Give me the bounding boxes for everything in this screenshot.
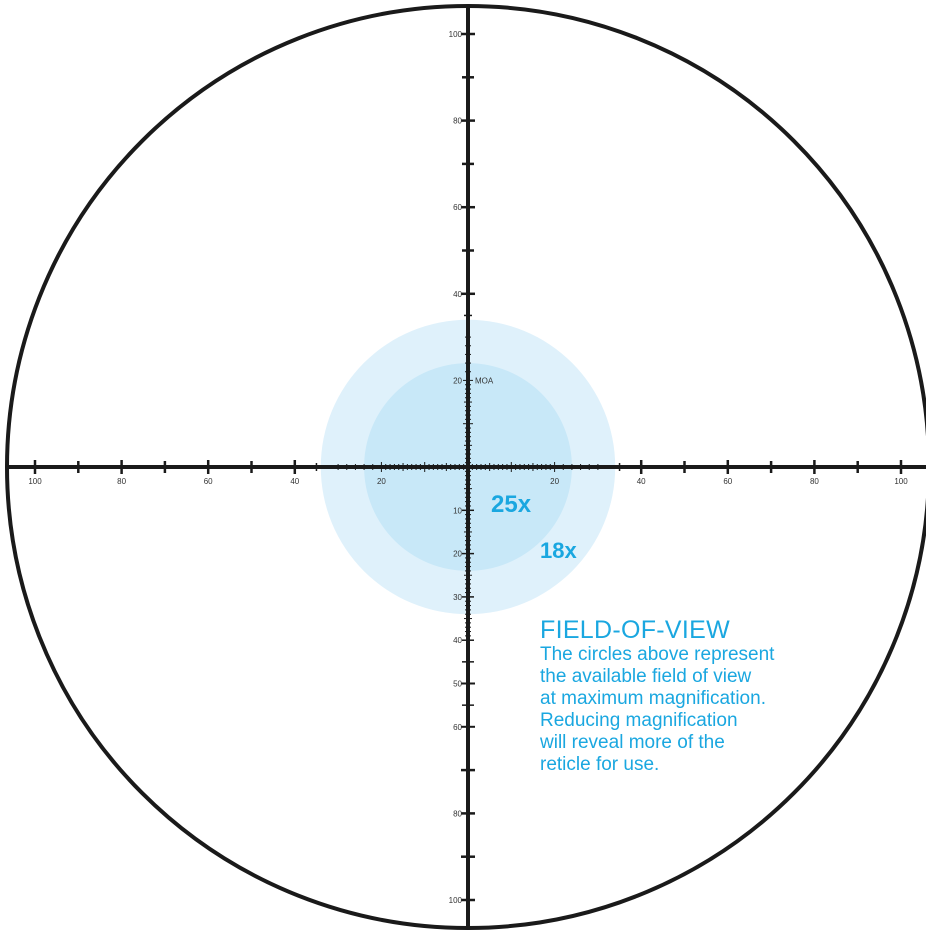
h-tick-label: 40 xyxy=(637,477,646,486)
field-of-view-note: FIELD-OF-VIEW The circles above represen… xyxy=(540,616,840,776)
h-tick-label: 60 xyxy=(204,477,213,486)
reticle-labels: 100 80 60 40 20 20 40 60 80 100 100 80 60 40 20 10 20 30 4… xyxy=(28,30,908,905)
h-tick-label: 60 xyxy=(723,477,732,486)
v-tick-label-lower: 50 xyxy=(453,680,462,689)
scope-ring xyxy=(5,4,926,930)
h-tick-label: 100 xyxy=(28,477,42,486)
v-tick-label-upper: 60 xyxy=(453,203,462,212)
v-tick-label-upper: 20 xyxy=(453,376,462,385)
v-tick-label-lower: 10 xyxy=(453,506,462,515)
h-tick-label: 80 xyxy=(810,477,819,486)
magnification-18x-label: 18x xyxy=(540,538,577,563)
h-tick-label: 20 xyxy=(377,477,386,486)
v-tick-label-lower: 40 xyxy=(453,636,462,645)
field-of-view-title: FIELD-OF-VIEW xyxy=(540,616,731,644)
magnification-25x-label: 25x xyxy=(491,491,532,518)
field-of-view-description: The circles above represent the availabl… xyxy=(540,644,775,775)
v-tick-label-upper: 100 xyxy=(449,30,463,39)
v-tick-label-lower: 20 xyxy=(453,550,462,559)
v-tick-label-upper: 40 xyxy=(453,290,462,299)
v-tick-label-lower: 60 xyxy=(453,723,462,732)
h-tick-label: 100 xyxy=(894,477,908,486)
reticle-ticks xyxy=(33,32,903,902)
h-tick-label: 20 xyxy=(550,477,559,486)
v-tick-label-lower: 100 xyxy=(449,896,463,905)
v-tick-label-lower: 30 xyxy=(453,593,462,602)
h-tick-label: 80 xyxy=(117,477,126,486)
v-tick-label-lower: 80 xyxy=(453,809,462,818)
h-tick-label: 40 xyxy=(290,477,299,486)
v-tick-label-upper: 80 xyxy=(453,117,462,126)
moa-unit-label: MOA xyxy=(475,376,494,385)
